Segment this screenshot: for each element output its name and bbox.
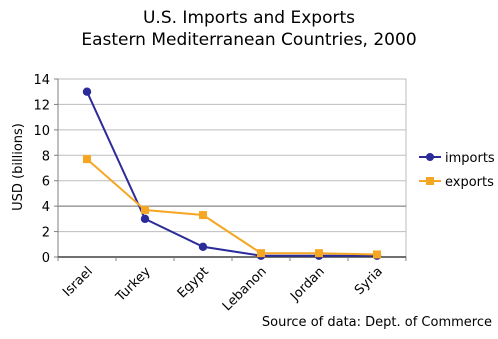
y-tick-label: 10	[33, 124, 50, 139]
y-tick-label: 8	[42, 149, 50, 164]
x-tick-label: Turkey	[113, 264, 154, 305]
y-tick-label: 2	[42, 226, 50, 241]
point-exports	[373, 250, 381, 259]
point-imports	[140, 214, 150, 224]
y-tick-labels: 0 2 4 6 8 10 12 14	[33, 73, 50, 266]
x-tick-labels: Israel Turkey Egypt Lebanon Jordan Syria	[60, 264, 386, 314]
series-points	[82, 87, 382, 260]
x-tick-label: Egypt	[175, 264, 212, 301]
x-tick-label: Lebanon	[220, 264, 270, 314]
point-exports	[199, 211, 207, 220]
series-lines	[86, 91, 378, 257]
point-exports	[141, 205, 149, 214]
legend-label-exports: exports	[445, 175, 494, 190]
x-tick-label: Jordan	[287, 264, 328, 305]
y-tick-label: 6	[42, 175, 50, 190]
point-imports	[198, 242, 208, 252]
y-tick-label: 14	[33, 73, 50, 88]
point-exports	[257, 249, 265, 258]
series-line-imports	[86, 91, 377, 257]
y-tick-label: 12	[33, 98, 50, 113]
y-tick-label: 0	[42, 251, 50, 266]
axes	[54, 78, 407, 261]
x-tick-label: Syria	[352, 264, 386, 298]
legend: imports exports	[419, 151, 495, 190]
legend-label-imports: imports	[445, 151, 495, 166]
chart-subtitle: Eastern Mediterranean Countries, 2000	[81, 30, 417, 50]
point-imports	[82, 87, 92, 96]
plot-area	[57, 78, 407, 258]
source-note: Source of data: Dept. of Commerce	[261, 315, 492, 330]
x-tick-label: Israel	[60, 264, 96, 300]
legend-marker-imports	[426, 153, 434, 161]
y-axis-label: USD (billions)	[11, 123, 26, 211]
series-line-exports	[86, 158, 378, 256]
point-exports	[315, 249, 323, 258]
point-exports	[83, 155, 91, 164]
legend-marker-exports	[426, 177, 434, 185]
chart-title: U.S. Imports and Exports	[142, 8, 356, 28]
y-tick-label: 4	[42, 200, 50, 215]
grid-lines	[57, 78, 407, 258]
